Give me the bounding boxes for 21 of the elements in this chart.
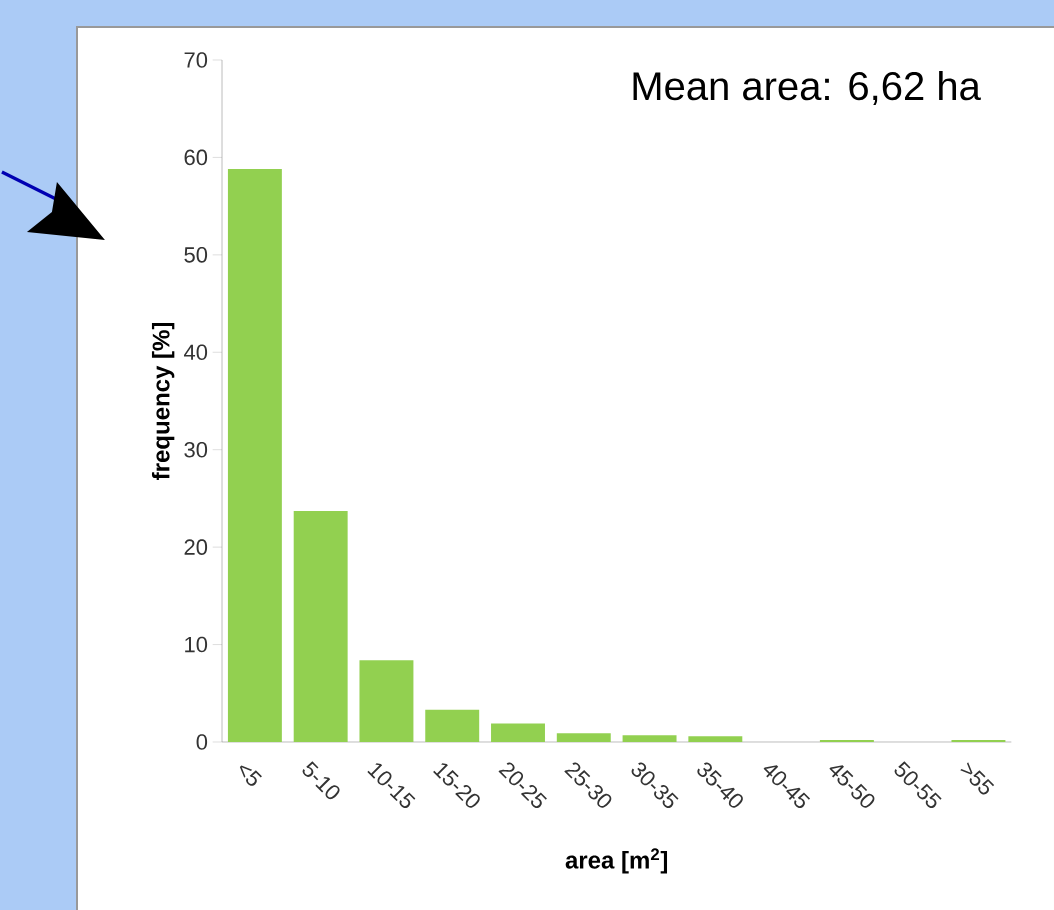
y-tick-label: 70 (184, 52, 208, 68)
chart-title: Mean area: 6,62 ha (633, 70, 981, 106)
bar (227, 169, 282, 742)
y-tick-label: 50 (184, 247, 208, 263)
y-tick-label: 60 (184, 149, 208, 166)
x-axis-title: area [m$^{2}$] (565, 848, 668, 874)
bar (491, 723, 545, 742)
bar (425, 709, 480, 742)
y-tick-label: 20 (184, 539, 208, 555)
y-tick-label: 30 (184, 441, 208, 458)
bar (622, 735, 677, 742)
x-tick-label: <5 (239, 765, 262, 786)
bar (293, 511, 348, 742)
bar (556, 733, 611, 742)
bar (359, 660, 414, 742)
y-tick-label: 0 (196, 734, 208, 750)
y-tick-label: 40 (183, 344, 208, 361)
x-tick-label: >55 (960, 762, 995, 795)
y-axis-title: frequency [%] (151, 323, 175, 480)
bar (688, 736, 743, 742)
y-tick-label: 10 (185, 636, 208, 653)
